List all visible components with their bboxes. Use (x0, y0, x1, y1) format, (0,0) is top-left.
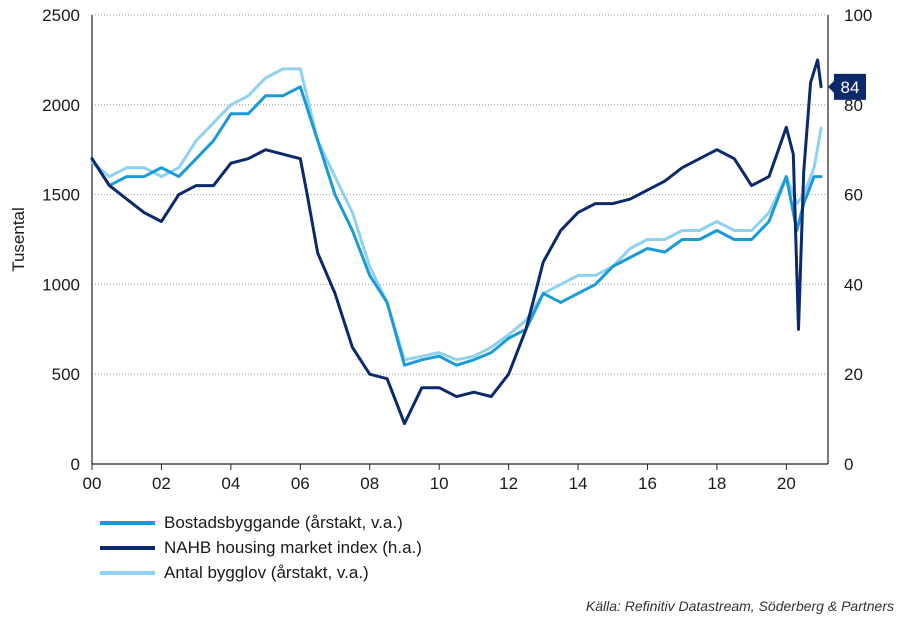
legend-item: Antal bygglov (årstakt, v.a.) (100, 560, 422, 585)
legend-swatch (100, 546, 155, 550)
y-tick-label-right: 60 (844, 186, 863, 205)
y-tick-label-right: 100 (844, 6, 872, 25)
y-tick-label-left: 500 (52, 365, 80, 384)
last-value-badge: 84 (828, 74, 866, 100)
y-tick-label-right: 0 (844, 455, 853, 474)
y-tick-label-right: 40 (844, 275, 863, 294)
series-line (92, 69, 821, 360)
y-tick-label-left: 1500 (42, 186, 80, 205)
y-tick-label-left: 0 (71, 455, 80, 474)
legend: Bostadsbyggande (årstakt, v.a.) NAHB hou… (100, 510, 422, 585)
legend-swatch (100, 571, 155, 575)
x-tick-label: 10 (430, 474, 449, 493)
x-tick-label: 04 (221, 474, 240, 493)
series-line (92, 60, 821, 424)
y-tick-label-left: 2000 (42, 96, 80, 115)
x-tick-label: 08 (360, 474, 379, 493)
y-tick-label-left: 2500 (42, 6, 80, 25)
legend-item: NAHB housing market index (h.a.) (100, 535, 422, 560)
legend-label: Bostadsbyggande (årstakt, v.a.) (164, 513, 403, 533)
legend-label: NAHB housing market index (h.a.) (164, 538, 422, 558)
x-tick-label: 12 (499, 474, 518, 493)
y-axis-label-left: Tusental (9, 207, 28, 272)
y-tick-label-right: 20 (844, 365, 863, 384)
x-tick-label: 14 (569, 474, 588, 493)
x-tick-label: 18 (707, 474, 726, 493)
x-tick-label: 20 (777, 474, 796, 493)
x-tick-label: 02 (152, 474, 171, 493)
x-tick-label: 16 (638, 474, 657, 493)
series-line (92, 87, 821, 365)
badge-pointer (828, 80, 835, 94)
y-tick-label-left: 1000 (42, 275, 80, 294)
gridlines (92, 15, 828, 374)
series-lines (92, 60, 821, 424)
legend-item: Bostadsbyggande (årstakt, v.a.) (100, 510, 422, 535)
x-tick-label: 00 (83, 474, 102, 493)
badge-value: 84 (841, 78, 860, 97)
legend-label: Antal bygglov (årstakt, v.a.) (164, 563, 369, 583)
x-tick-label: 06 (291, 474, 310, 493)
source-note: Källa: Refinitiv Datastream, Söderberg &… (586, 598, 894, 614)
legend-swatch (100, 521, 155, 525)
axes (92, 15, 828, 470)
